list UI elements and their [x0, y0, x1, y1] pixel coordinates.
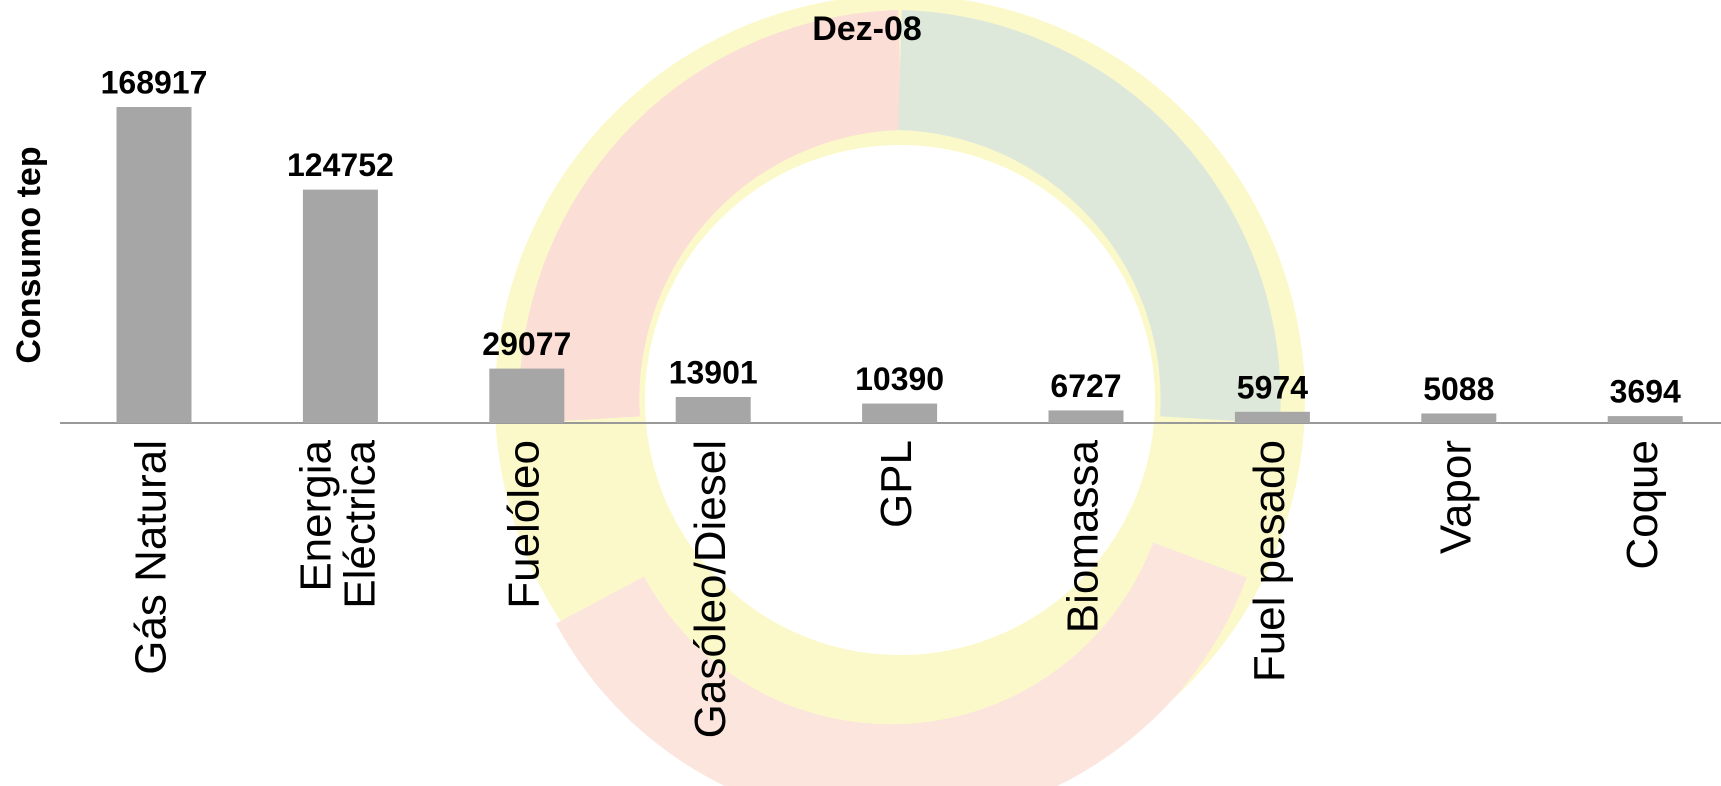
bar — [676, 397, 751, 423]
value-label: 5974 — [1237, 369, 1308, 405]
y-axis-label: Consumo tep — [10, 146, 48, 363]
bar — [862, 404, 937, 423]
value-label: 6727 — [1050, 368, 1121, 404]
x-tick-label: Vapor — [1431, 440, 1480, 554]
x-tick-label: Fuelóleo — [499, 440, 548, 609]
x-tick-label: Gás Natural — [127, 440, 176, 675]
value-label: 3694 — [1610, 374, 1681, 410]
x-tick-label: Fuel pesado — [1245, 440, 1294, 682]
bar — [117, 107, 192, 423]
x-tick-label: GPL — [872, 440, 921, 528]
value-label: 124752 — [287, 147, 394, 183]
chart-title: Dez-08 — [812, 10, 922, 48]
bar — [303, 190, 378, 423]
value-label: 13901 — [669, 354, 758, 390]
bar — [1421, 413, 1496, 423]
value-label: 10390 — [855, 361, 944, 397]
bar — [489, 369, 564, 423]
bar — [1049, 410, 1124, 423]
value-label: 168917 — [101, 64, 208, 100]
value-label: 5088 — [1423, 371, 1494, 407]
x-tick-label: EnergiaEléctrica — [291, 439, 384, 608]
value-label: 29077 — [482, 326, 571, 362]
x-tick-label: Gasóleo/Diesel — [686, 440, 735, 738]
x-tick-label: Biomassa — [1059, 439, 1108, 633]
chart: Dez-08 Consumo tep 168917 Gás Natural 1247… — [0, 0, 1721, 786]
bar — [1235, 412, 1310, 423]
bar — [1608, 416, 1683, 423]
x-tick-label: Coque — [1618, 440, 1667, 570]
